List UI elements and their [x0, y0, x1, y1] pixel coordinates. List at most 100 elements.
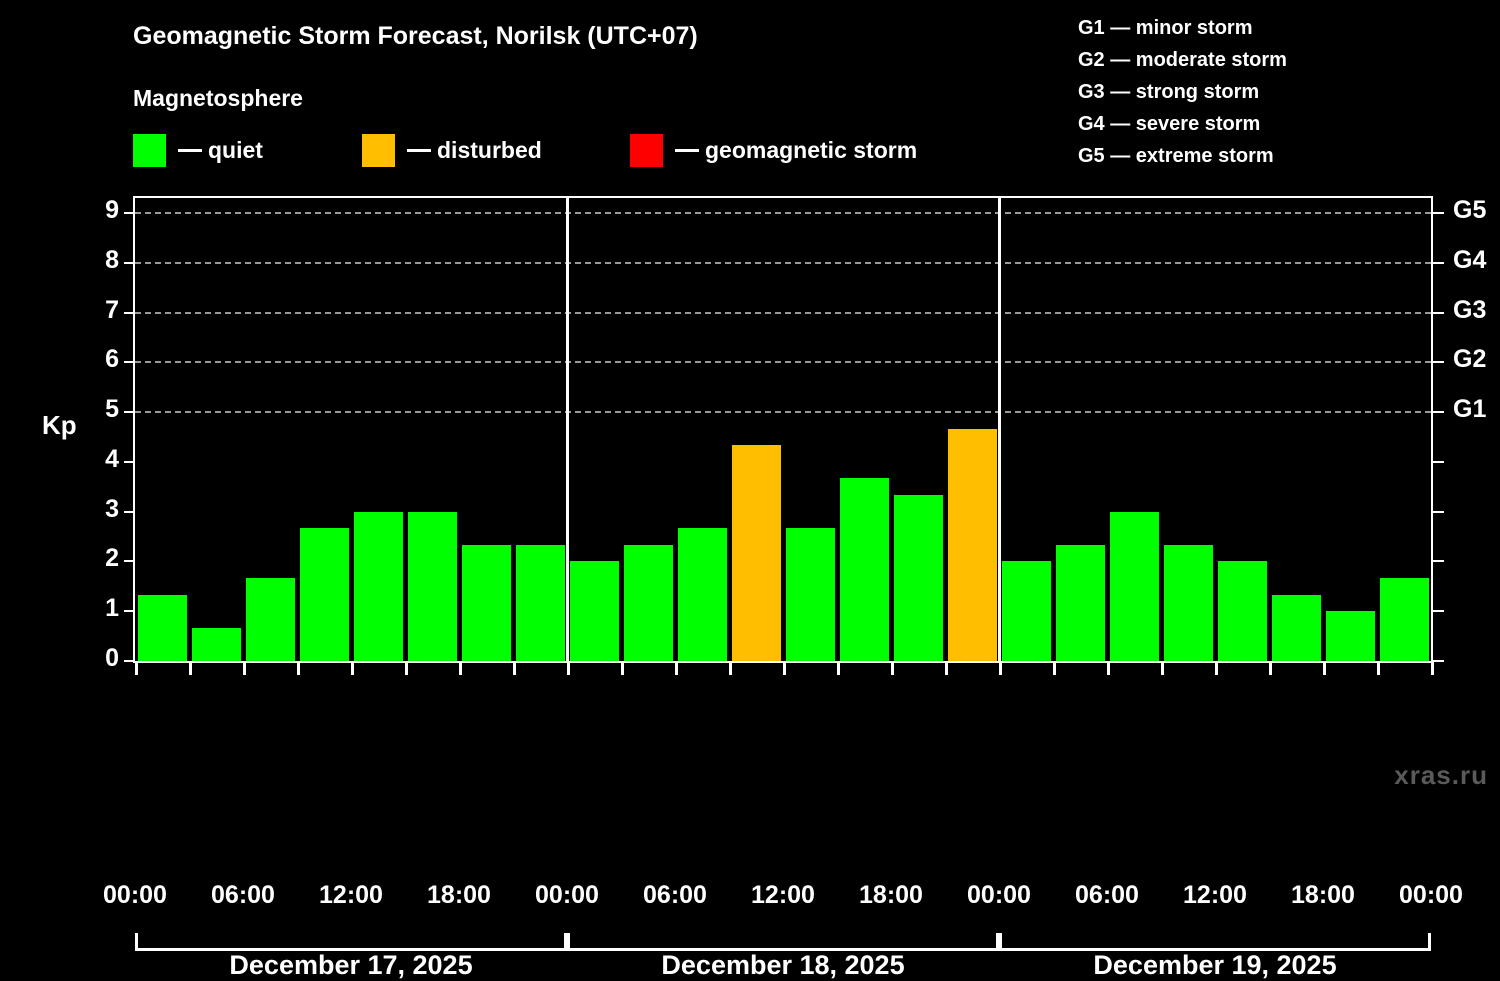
legend-label: geomagnetic storm: [705, 136, 918, 163]
gridline-kp-7: [135, 311, 1431, 314]
x-axis-label-4: 00:00: [535, 881, 599, 909]
x-tick-22: [1323, 661, 1326, 675]
y-tick-right-4: [1433, 460, 1444, 463]
y-tick-2: [124, 560, 135, 563]
legend-swatch-geomagnetic-storm-icon: [630, 133, 663, 167]
x-tick-16: [999, 661, 1002, 675]
day-bracket-1: [135, 933, 567, 951]
x-axis-label-6: 12:00: [751, 881, 815, 909]
legend-dash-icon: [407, 148, 431, 152]
x-tick-7: [513, 661, 516, 675]
g-axis-label-g5: G5: [1453, 195, 1487, 224]
bar: [569, 561, 619, 661]
legend-label: quiet: [208, 136, 263, 163]
g-axis-label-g1: G1: [1453, 395, 1487, 424]
watermark: xras.ru: [1394, 760, 1488, 790]
y-axis-title: Kp: [42, 410, 77, 440]
legend-swatch-quiet-icon: [133, 133, 166, 167]
day-label-3: December 19, 2025: [1093, 950, 1337, 980]
legend-dash-icon: [675, 148, 699, 152]
y-tick-right-9: [1433, 211, 1444, 214]
bar: [299, 528, 349, 661]
y-axis-label-5: 5: [105, 395, 119, 424]
x-axis-label-3: 18:00: [427, 881, 491, 909]
y-tick-right-5: [1433, 411, 1444, 414]
x-axis-label-11: 18:00: [1291, 881, 1355, 909]
y-tick-right-1: [1433, 610, 1444, 613]
y-tick-1: [124, 610, 135, 613]
legend-label: disturbed: [437, 136, 542, 163]
bar: [1379, 577, 1429, 661]
y-tick-5: [124, 411, 135, 414]
y-tick-right-6: [1433, 361, 1444, 364]
y-tick-0: [124, 660, 135, 662]
bar-series: [135, 198, 1431, 661]
y-tick-6: [124, 361, 135, 364]
y-axis-label-8: 8: [105, 245, 119, 274]
bar: [947, 428, 997, 661]
x-axis-label-1: 06:00: [211, 881, 275, 909]
x-tick-14: [891, 661, 894, 675]
gridline-kp-9: [135, 211, 1431, 214]
y-axis-label-2: 2: [105, 544, 119, 573]
x-tick-15: [945, 661, 948, 675]
y-tick-4: [124, 460, 135, 463]
x-tick-3: [297, 661, 300, 675]
x-tick-2: [243, 661, 246, 675]
bar: [245, 577, 295, 661]
bar: [1217, 561, 1267, 661]
gridline-kp-8: [135, 261, 1431, 264]
bar: [1109, 511, 1159, 661]
g-scale-line-1: G1 — minor storm: [1078, 17, 1253, 39]
bar: [137, 594, 187, 661]
chart-canvas: Geomagnetic Storm Forecast, Norilsk (UTC…: [42, 12, 1488, 980]
x-tick-12: [783, 661, 786, 675]
x-tick-9: [621, 661, 624, 675]
bar: [623, 545, 673, 661]
g-axis-label-g3: G3: [1453, 295, 1487, 324]
y-tick-right-8: [1433, 261, 1444, 264]
chart-subtitle: Magnetosphere: [133, 85, 303, 111]
y-axis-label-4: 4: [105, 444, 119, 473]
g-scale-line-3: G3 — strong storm: [1078, 81, 1260, 103]
x-tick-13: [837, 661, 840, 675]
day-separator-1: [566, 198, 569, 661]
y-tick-right-3: [1433, 510, 1444, 513]
y-tick-9: [124, 211, 135, 214]
bar: [1055, 545, 1105, 661]
x-axis-label-0: 00:00: [103, 881, 167, 909]
x-tick-1: [189, 661, 192, 675]
bar: [731, 445, 781, 661]
x-tick-5: [405, 661, 408, 675]
x-tick-20: [1215, 661, 1218, 675]
legend-item-quiet: quiet: [133, 133, 263, 167]
y-axis-label-1: 1: [105, 594, 119, 623]
y-axis-label-7: 7: [105, 295, 119, 324]
x-axis-label-10: 12:00: [1183, 881, 1247, 909]
x-tick-18: [1107, 661, 1110, 675]
g-scale-line-2: G2 — moderate storm: [1078, 49, 1287, 71]
x-tick-21: [1269, 661, 1272, 675]
bar: [839, 478, 889, 661]
y-tick-right-7: [1433, 311, 1444, 314]
x-tick-24: [1431, 661, 1434, 675]
bar: [515, 545, 565, 661]
y-tick-right-2: [1433, 560, 1444, 563]
legend-item-disturbed: disturbed: [362, 133, 542, 167]
g-scale-line-4: G4 — severe storm: [1078, 113, 1261, 135]
y-tick-7: [124, 311, 135, 314]
x-tick-17: [1053, 661, 1056, 675]
g-scale-legend: G1 — minor storm G2 — moderate storm G3 — …: [1078, 12, 1287, 172]
y-axis-label-9: 9: [105, 195, 119, 224]
g-scale-line-5: G5 — extreme storm: [1078, 145, 1274, 167]
x-tick-4: [351, 661, 354, 675]
x-axis-label-5: 06:00: [643, 881, 707, 909]
bar: [461, 545, 511, 661]
g-axis-label-g2: G2: [1453, 345, 1487, 374]
gridline-kp-5: [135, 411, 1431, 414]
x-tick-23: [1377, 661, 1380, 675]
day-label-1: December 17, 2025: [229, 950, 473, 980]
g-axis-label-g4: G4: [1453, 245, 1487, 274]
bar: [893, 495, 943, 661]
bar: [191, 627, 241, 661]
